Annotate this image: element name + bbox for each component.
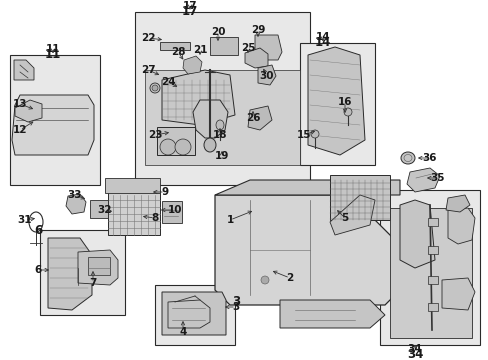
Text: 4: 4	[179, 327, 186, 337]
Text: 6: 6	[34, 265, 41, 275]
Bar	[162, 201, 182, 223]
Polygon shape	[48, 238, 92, 310]
Bar	[90, 200, 108, 218]
Polygon shape	[168, 300, 209, 328]
Text: 10: 10	[167, 205, 182, 215]
Text: 25: 25	[240, 43, 255, 53]
Text: 20: 20	[210, 27, 225, 37]
Circle shape	[175, 139, 191, 155]
Ellipse shape	[400, 152, 414, 164]
Bar	[427, 218, 437, 226]
Polygon shape	[215, 180, 399, 195]
Bar	[427, 303, 437, 311]
Text: 17: 17	[183, 1, 197, 11]
Ellipse shape	[343, 108, 351, 116]
Polygon shape	[307, 47, 364, 155]
Text: 7: 7	[89, 278, 97, 288]
Polygon shape	[78, 250, 118, 285]
Polygon shape	[280, 300, 384, 328]
Ellipse shape	[150, 83, 160, 93]
Bar	[145, 70, 299, 165]
Text: 29: 29	[250, 25, 264, 35]
Text: 17: 17	[182, 5, 198, 18]
Polygon shape	[445, 195, 469, 212]
Bar	[427, 246, 437, 254]
Text: 11: 11	[45, 48, 61, 61]
Text: 21: 21	[192, 45, 207, 55]
Text: 36: 36	[422, 153, 436, 163]
Text: 1: 1	[226, 215, 233, 225]
Bar	[389, 208, 471, 338]
Text: 5: 5	[341, 213, 348, 223]
Bar	[105, 178, 160, 193]
Text: 31: 31	[18, 215, 32, 225]
Text: 32: 32	[98, 205, 112, 215]
Text: 26: 26	[245, 113, 260, 123]
Text: 13: 13	[13, 99, 27, 109]
Text: 9: 9	[161, 187, 168, 197]
Polygon shape	[12, 95, 94, 155]
Ellipse shape	[216, 120, 224, 130]
Polygon shape	[254, 35, 282, 60]
Text: 16: 16	[337, 97, 351, 107]
Text: 28: 28	[170, 47, 185, 57]
Polygon shape	[183, 56, 202, 74]
Bar	[299, 43, 374, 165]
Polygon shape	[329, 195, 374, 235]
Polygon shape	[215, 195, 399, 305]
Text: 2: 2	[286, 273, 293, 283]
Text: 14: 14	[315, 32, 329, 42]
Bar	[108, 190, 160, 235]
Polygon shape	[162, 70, 235, 125]
Circle shape	[261, 276, 268, 284]
Bar	[160, 42, 190, 50]
Ellipse shape	[310, 130, 318, 138]
Bar	[135, 12, 309, 185]
Polygon shape	[247, 106, 271, 130]
Text: 22: 22	[141, 33, 155, 43]
Polygon shape	[162, 292, 225, 335]
Text: 15: 15	[296, 130, 311, 140]
Text: 24: 24	[161, 77, 175, 87]
Text: 6: 6	[34, 224, 42, 237]
Polygon shape	[15, 100, 42, 122]
Text: 8: 8	[151, 213, 158, 223]
Bar	[10, 55, 100, 185]
Bar	[379, 190, 479, 345]
Bar	[427, 276, 437, 284]
Polygon shape	[447, 208, 474, 244]
Polygon shape	[399, 200, 434, 268]
Text: 3: 3	[231, 295, 240, 308]
Text: 23: 23	[147, 130, 162, 140]
Text: 11: 11	[46, 44, 60, 54]
Text: 34: 34	[406, 348, 422, 360]
Text: 33: 33	[68, 190, 82, 200]
Text: 12: 12	[13, 125, 27, 135]
Text: 35: 35	[430, 173, 445, 183]
Ellipse shape	[152, 85, 158, 91]
Polygon shape	[258, 65, 275, 85]
Ellipse shape	[203, 138, 216, 152]
Polygon shape	[193, 100, 227, 138]
Circle shape	[160, 139, 176, 155]
Bar	[40, 230, 125, 315]
Text: 18: 18	[212, 130, 227, 140]
Bar	[209, 37, 238, 55]
Bar	[157, 127, 195, 155]
Text: 34: 34	[407, 344, 422, 354]
Polygon shape	[66, 194, 86, 214]
Bar	[88, 257, 110, 275]
Text: 27: 27	[141, 65, 155, 75]
Polygon shape	[441, 278, 474, 310]
Bar	[329, 175, 389, 220]
Text: 30: 30	[259, 71, 274, 81]
Polygon shape	[406, 168, 439, 192]
Polygon shape	[14, 60, 34, 80]
Text: 3: 3	[232, 302, 239, 312]
Text: 14: 14	[314, 36, 330, 49]
Bar	[155, 285, 235, 345]
Polygon shape	[244, 48, 267, 68]
Text: 19: 19	[214, 151, 229, 161]
